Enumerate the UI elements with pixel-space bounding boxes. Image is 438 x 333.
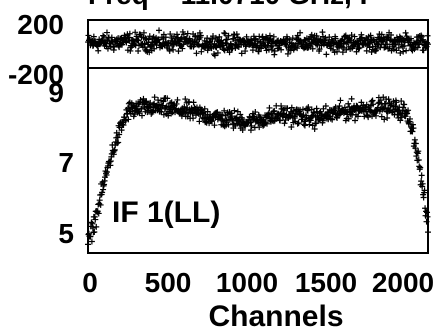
amplitude-point <box>401 101 407 107</box>
amplitude-point <box>384 115 390 121</box>
amplitude-point <box>419 172 425 178</box>
amplitude-point <box>190 115 196 121</box>
phase-point <box>170 47 176 53</box>
amplitude-point <box>414 149 420 155</box>
amplitude-point <box>337 97 343 103</box>
phase-point <box>135 48 141 54</box>
xtick-label: 1000 <box>216 267 278 298</box>
amplitude-point <box>174 97 180 103</box>
phase-point <box>221 30 227 36</box>
amplitude-point <box>88 219 94 225</box>
xtick-label: 1500 <box>295 267 357 298</box>
amplitude-point <box>418 178 424 184</box>
phase-point <box>403 30 409 36</box>
amplitude-point <box>97 197 103 203</box>
amplitude-point <box>352 117 358 123</box>
if-annotation: IF 1(LL) <box>112 196 220 229</box>
phase-points <box>85 27 431 58</box>
phase-point <box>400 49 406 55</box>
phase-point <box>285 51 291 57</box>
xtick-label: 500 <box>145 267 192 298</box>
phase-point <box>100 33 106 39</box>
x-axis-label: Channels <box>208 300 343 333</box>
phase-panel-title: Freq = 11.0710 GHz, I <box>88 0 367 10</box>
phase-point <box>425 33 431 39</box>
phase-point <box>211 51 217 57</box>
amplitude-point <box>85 241 91 247</box>
amplitude-point <box>425 229 431 235</box>
amplitude-point <box>182 96 188 102</box>
phase-point <box>364 48 370 54</box>
amplitude-ytick-label: 5 <box>58 218 74 249</box>
amplitude-point <box>91 229 97 235</box>
xtick-label: 2000 <box>372 267 434 298</box>
phase-point <box>224 36 230 42</box>
amplitude-ytick-label: 7 <box>58 147 74 178</box>
amplitude-point <box>412 137 418 143</box>
xtick-label: 0 <box>82 267 98 298</box>
phase-point <box>143 48 149 54</box>
amplitude-point <box>93 224 99 230</box>
amplitude-point <box>191 99 197 105</box>
amplitude-point <box>345 101 351 107</box>
amplitude-ytick-label: 9 <box>48 77 64 108</box>
phase-point <box>323 51 329 57</box>
amplitude-point <box>196 118 202 124</box>
amplitude-point <box>231 108 237 114</box>
amplitude-point <box>266 105 272 111</box>
amplitude-point <box>349 96 355 102</box>
phase-point <box>156 27 162 33</box>
amplitude-point <box>152 94 158 100</box>
phase-point <box>95 48 101 54</box>
phase-ytick-label: 200 <box>17 9 64 40</box>
